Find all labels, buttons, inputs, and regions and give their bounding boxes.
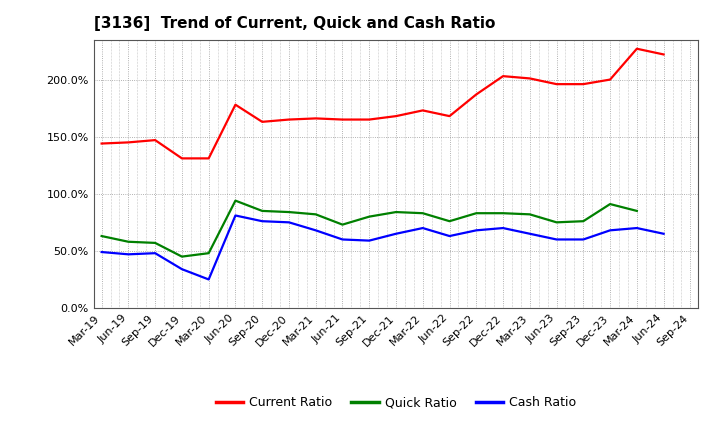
Cash Ratio [150, 250, 159, 256]
Current Ratio [633, 46, 642, 51]
Quick Ratio [365, 214, 374, 219]
Current Ratio [579, 81, 588, 87]
Quick Ratio [579, 219, 588, 224]
Quick Ratio [606, 202, 614, 207]
Line: Cash Ratio: Cash Ratio [102, 216, 664, 279]
Quick Ratio [552, 220, 561, 225]
Quick Ratio [150, 240, 159, 246]
Line: Current Ratio: Current Ratio [102, 49, 664, 158]
Line: Quick Ratio: Quick Ratio [102, 201, 637, 257]
Cash Ratio [418, 225, 427, 231]
Quick Ratio [418, 211, 427, 216]
Cash Ratio [552, 237, 561, 242]
Cash Ratio [660, 231, 668, 236]
Cash Ratio [606, 227, 614, 233]
Cash Ratio [392, 231, 400, 236]
Quick Ratio [178, 254, 186, 259]
Current Ratio [392, 114, 400, 119]
Current Ratio [97, 141, 106, 146]
Current Ratio [499, 73, 508, 79]
Current Ratio [311, 116, 320, 121]
Cash Ratio [445, 233, 454, 238]
Current Ratio [606, 77, 614, 82]
Cash Ratio [204, 277, 213, 282]
Quick Ratio [338, 222, 347, 227]
Cash Ratio [338, 237, 347, 242]
Quick Ratio [445, 219, 454, 224]
Cash Ratio [231, 213, 240, 218]
Current Ratio [231, 102, 240, 107]
Cash Ratio [526, 231, 534, 236]
Cash Ratio [124, 252, 132, 257]
Current Ratio [365, 117, 374, 122]
Cash Ratio [472, 227, 481, 233]
Current Ratio [338, 117, 347, 122]
Text: [3136]  Trend of Current, Quick and Cash Ratio: [3136] Trend of Current, Quick and Cash … [94, 16, 495, 32]
Quick Ratio [472, 211, 481, 216]
Current Ratio [552, 81, 561, 87]
Cash Ratio [311, 227, 320, 233]
Current Ratio [284, 117, 293, 122]
Current Ratio [526, 76, 534, 81]
Current Ratio [472, 92, 481, 97]
Current Ratio [178, 156, 186, 161]
Quick Ratio [526, 212, 534, 217]
Cash Ratio [97, 249, 106, 255]
Current Ratio [660, 52, 668, 57]
Current Ratio [204, 156, 213, 161]
Quick Ratio [499, 211, 508, 216]
Cash Ratio [178, 267, 186, 272]
Quick Ratio [204, 250, 213, 256]
Cash Ratio [499, 225, 508, 231]
Quick Ratio [392, 209, 400, 215]
Quick Ratio [633, 208, 642, 213]
Current Ratio [124, 140, 132, 145]
Current Ratio [445, 114, 454, 119]
Current Ratio [258, 119, 266, 125]
Quick Ratio [311, 212, 320, 217]
Current Ratio [150, 137, 159, 143]
Quick Ratio [284, 209, 293, 215]
Quick Ratio [97, 233, 106, 238]
Cash Ratio [258, 219, 266, 224]
Current Ratio [418, 108, 427, 113]
Cash Ratio [579, 237, 588, 242]
Cash Ratio [284, 220, 293, 225]
Quick Ratio [231, 198, 240, 203]
Quick Ratio [124, 239, 132, 244]
Cash Ratio [365, 238, 374, 243]
Quick Ratio [258, 208, 266, 213]
Legend: Current Ratio, Quick Ratio, Cash Ratio: Current Ratio, Quick Ratio, Cash Ratio [211, 392, 581, 414]
Cash Ratio [633, 225, 642, 231]
